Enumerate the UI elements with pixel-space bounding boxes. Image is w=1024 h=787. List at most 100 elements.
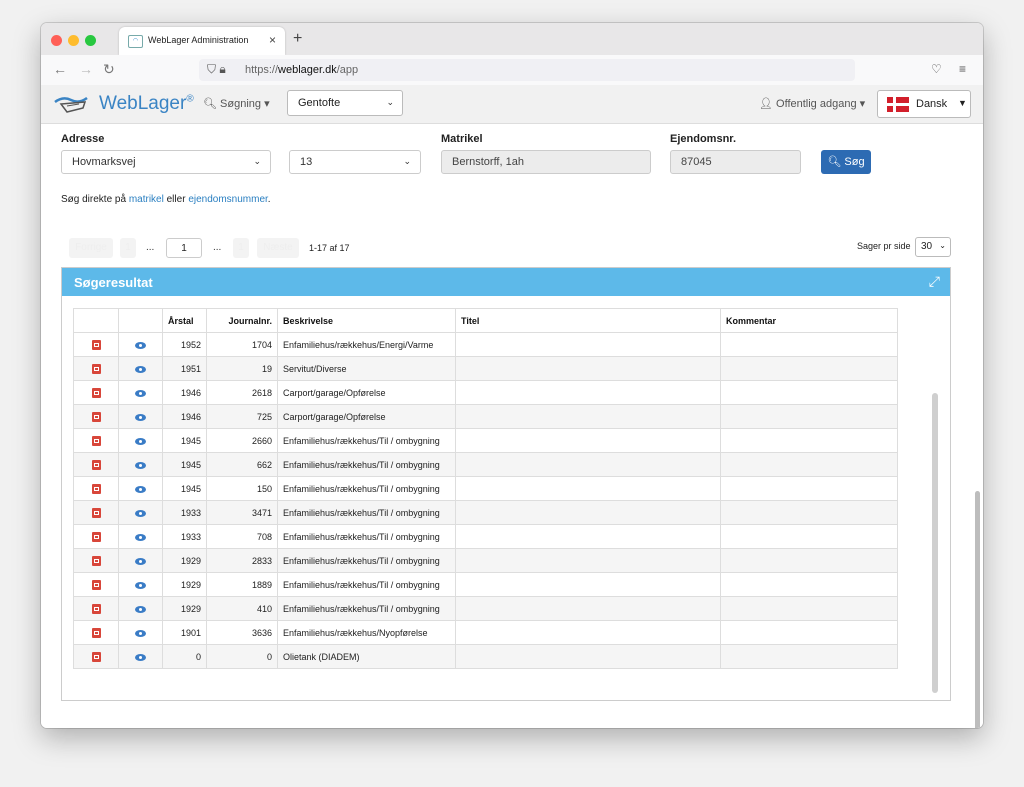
eye-icon[interactable] — [135, 557, 146, 565]
pdf-cell[interactable] — [73, 596, 119, 621]
matrikel-link[interactable]: matrikel — [128, 194, 164, 205]
column-header-title[interactable]: Titel — [455, 308, 721, 333]
previous-page-button[interactable]: Forrige — [69, 238, 113, 258]
eye-icon[interactable] — [135, 653, 146, 661]
eye-icon[interactable] — [135, 437, 146, 445]
eye-icon[interactable] — [135, 533, 146, 541]
street-select[interactable]: Hovmarksvej ⌄ — [61, 150, 271, 174]
pdf-icon[interactable] — [91, 627, 101, 638]
table-row[interactable]: 1933 708 Enfamiliehus/rækkehus/Til / ombyg… — [73, 524, 898, 549]
pdf-icon[interactable] — [91, 459, 101, 470]
view-cell[interactable] — [118, 620, 163, 645]
pdf-icon[interactable] — [91, 507, 101, 518]
pocket-icon[interactable]: ♡ — [931, 62, 942, 76]
pdf-icon[interactable] — [91, 483, 101, 494]
search-menu[interactable]: 🔍︎ Søgning ▾ — [203, 98, 270, 110]
municipality-select[interactable]: Gentofte ⌄ — [287, 90, 403, 116]
table-row[interactable]: 1952 1704 Enfamiliehus/rækkehus/Energi/Var… — [73, 332, 898, 357]
next-page-button[interactable]: Næste — [257, 238, 299, 258]
table-row[interactable]: 1946 2618 Carport/garage/Opførelse — [73, 380, 898, 405]
back-icon[interactable]: ← — [53, 61, 67, 77]
pdf-icon[interactable] — [91, 531, 101, 542]
pdf-cell[interactable] — [73, 404, 119, 429]
ejendomsnummer-link[interactable]: ejendomsnummer — [188, 194, 268, 205]
pdf-icon[interactable] — [91, 363, 101, 374]
view-cell[interactable] — [118, 596, 163, 621]
pdf-icon[interactable] — [91, 339, 101, 350]
table-row[interactable]: 1901 3636 Enfamiliehus/rækkehus/Nyopførels… — [73, 620, 898, 645]
eye-icon[interactable] — [135, 365, 146, 373]
table-row[interactable]: 1945 150 Enfamiliehus/rækkehus/Til / ombyg… — [73, 476, 898, 501]
table-row[interactable]: 1929 2833 Enfamiliehus/rækkehus/Til / omby… — [73, 548, 898, 573]
search-button[interactable]: 🔍︎ Søg — [821, 150, 871, 174]
eye-icon[interactable] — [135, 629, 146, 637]
eye-icon[interactable] — [135, 485, 146, 493]
pdf-icon[interactable] — [91, 651, 101, 662]
pdf-icon[interactable] — [91, 603, 101, 614]
language-select[interactable]: Dansk ▼ — [877, 90, 971, 118]
house-number-select[interactable]: 13 ⌄ — [289, 150, 421, 174]
pdf-cell[interactable] — [73, 428, 119, 453]
page-scrollbar[interactable] — [975, 491, 980, 728]
pdf-cell[interactable] — [73, 548, 119, 573]
column-header-comment[interactable]: Kommentar — [720, 308, 898, 333]
pdf-cell[interactable] — [73, 644, 119, 669]
pdf-cell[interactable] — [73, 380, 119, 405]
table-row[interactable]: 1929 410 Enfamiliehus/rækkehus/Til / ombyg… — [73, 596, 898, 621]
eye-icon[interactable] — [135, 389, 146, 397]
logo-text[interactable]: WebLager® — [99, 93, 194, 114]
column-header-year[interactable]: Årstal — [162, 308, 207, 333]
table-row[interactable]: 0 0 Olietank (DIADEM) — [73, 644, 898, 669]
table-row[interactable]: 1929 1889 Enfamiliehus/rækkehus/Til / omby… — [73, 572, 898, 597]
browser-tab[interactable]: ◠ WebLager Administration × — [119, 27, 285, 55]
table-row[interactable]: 1945 2660 Enfamiliehus/rækkehus/Til / omby… — [73, 428, 898, 453]
matrikel-field[interactable]: Bernstorff, 1ah — [441, 150, 651, 174]
pdf-icon[interactable] — [91, 435, 101, 446]
table-row[interactable]: 1951 19 Servitut/Diverse — [73, 356, 898, 381]
view-cell[interactable] — [118, 356, 163, 381]
pdf-cell[interactable] — [73, 572, 119, 597]
per-page-select[interactable]: 30 ⌄ — [915, 237, 951, 257]
last-page-button[interactable]: 1 — [233, 238, 249, 258]
eye-icon[interactable] — [135, 461, 146, 469]
view-cell[interactable] — [118, 500, 163, 525]
table-row[interactable]: 1933 3471 Enfamiliehus/rækkehus/Til / omby… — [73, 500, 898, 525]
column-header-journal[interactable]: Journalnr. — [206, 308, 278, 333]
table-row[interactable]: 1946 725 Carport/garage/Opførelse — [73, 404, 898, 429]
view-cell[interactable] — [118, 644, 163, 669]
new-tab-icon[interactable]: + — [293, 30, 303, 47]
view-cell[interactable] — [118, 548, 163, 573]
expand-icon[interactable]: ⤢ — [928, 273, 940, 289]
forward-icon[interactable]: → — [79, 61, 93, 77]
eye-icon[interactable] — [135, 509, 146, 517]
pdf-icon[interactable] — [91, 387, 101, 398]
pdf-cell[interactable] — [73, 356, 119, 381]
reload-icon[interactable]: ↻ — [103, 61, 115, 77]
pdf-icon[interactable] — [91, 579, 101, 590]
pdf-icon[interactable] — [91, 411, 101, 422]
url-bar[interactable]: ⛉ 🔒︎ https://weblager.dk/app ☆ — [199, 59, 855, 81]
pdf-cell[interactable] — [73, 332, 119, 357]
weblager-logo-icon[interactable] — [53, 94, 89, 114]
view-cell[interactable] — [118, 380, 163, 405]
minimize-window-button[interactable] — [68, 35, 79, 46]
zoom-window-button[interactable] — [85, 35, 96, 46]
access-menu[interactable]: 👤︎ Offentlig adgang ▾ — [759, 98, 866, 110]
pdf-cell[interactable] — [73, 620, 119, 645]
table-scrollbar[interactable] — [932, 393, 938, 693]
view-cell[interactable] — [118, 452, 163, 477]
pdf-cell[interactable] — [73, 476, 119, 501]
current-page-input[interactable]: 1 — [166, 238, 202, 258]
ejendomsnr-field[interactable]: 87045 — [670, 150, 801, 174]
view-cell[interactable] — [118, 524, 163, 549]
eye-icon[interactable] — [135, 341, 146, 349]
eye-icon[interactable] — [135, 605, 146, 613]
pdf-icon[interactable] — [91, 555, 101, 566]
close-window-button[interactable] — [51, 35, 62, 46]
pdf-cell[interactable] — [73, 500, 119, 525]
view-cell[interactable] — [118, 572, 163, 597]
view-cell[interactable] — [118, 428, 163, 453]
eye-icon[interactable] — [135, 413, 146, 421]
pdf-cell[interactable] — [73, 524, 119, 549]
table-row[interactable]: 1945 662 Enfamiliehus/rækkehus/Til / ombyg… — [73, 452, 898, 477]
